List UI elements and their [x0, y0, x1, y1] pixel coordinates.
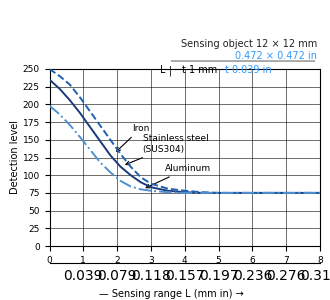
Text: Iron: Iron — [117, 124, 150, 151]
Text: t 0.039 in: t 0.039 in — [225, 65, 272, 76]
Text: L: L — [160, 65, 166, 76]
Text: — Sensing range L (mm in) →: — Sensing range L (mm in) → — [99, 289, 244, 299]
Text: |: | — [169, 65, 172, 76]
Text: Sensing object 12 × 12 mm: Sensing object 12 × 12 mm — [181, 39, 317, 49]
Text: 0.472 × 0.472 in: 0.472 × 0.472 in — [235, 51, 317, 61]
Y-axis label: Detection level: Detection level — [10, 121, 20, 194]
Text: Aluminum: Aluminum — [146, 164, 211, 188]
Text: t 1 mm: t 1 mm — [182, 65, 217, 76]
Text: Stainless steel
(SUS304): Stainless steel (SUS304) — [126, 134, 208, 165]
